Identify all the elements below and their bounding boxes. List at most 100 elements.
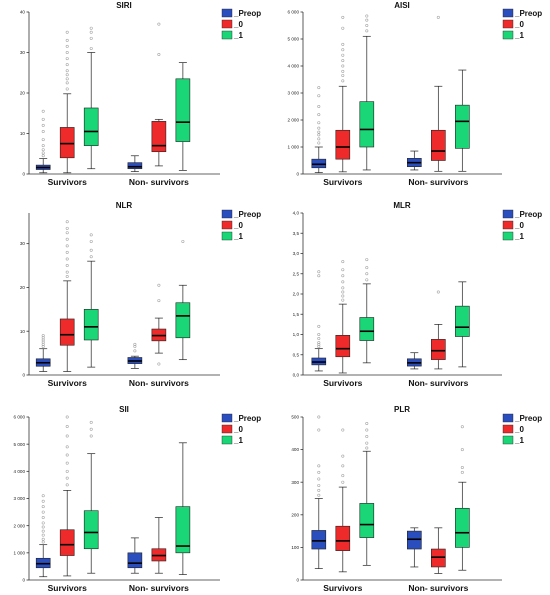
outlier-point (65, 69, 69, 73)
x-category-label: Non- survivors (129, 378, 189, 388)
outlier-point (365, 266, 369, 270)
outlier-point (317, 133, 321, 137)
chart-title: NLR (116, 201, 133, 210)
y-tick-label: 40 (20, 10, 26, 15)
x-category-label: Non- survivors (408, 177, 468, 187)
box-iqr (127, 552, 143, 569)
legend-label: _Preop (233, 210, 261, 219)
y-tick-label: 3,5 (293, 231, 300, 236)
box-preop-non-survivors (407, 527, 422, 568)
x-category-label: Non- survivors (129, 583, 189, 593)
chart-panel-plr: PLR 0 100 200 300 400 500 Survivors Non- survivo… (291, 405, 542, 593)
outlier-point (341, 280, 345, 284)
outlier-point (41, 529, 45, 533)
outlier-point (65, 415, 69, 419)
x-category-label: Survivors (323, 378, 362, 388)
legend-swatch (221, 8, 233, 18)
box-preop-non-survivors (407, 352, 422, 370)
outlier-point (89, 248, 93, 252)
outlier-point (133, 349, 137, 353)
outlier-point (41, 129, 45, 133)
outlier-point (89, 36, 93, 40)
outlier-point (317, 470, 321, 474)
outlier-point (65, 231, 69, 235)
outlier-point (41, 138, 45, 142)
box-0-non-survivors (151, 22, 167, 167)
outlier-point (41, 516, 45, 520)
box-iqr (431, 548, 446, 568)
box-preop-non-survivors (127, 537, 143, 574)
y-tick-label: 3 000 (14, 496, 26, 501)
legend-swatch (502, 413, 514, 423)
y-tick-label: 300 (291, 480, 299, 485)
outlier-point (65, 461, 69, 465)
y-tick-label: 30 (20, 50, 26, 55)
outlier-point (365, 422, 369, 426)
legend-swatch (502, 19, 514, 29)
y-tick-label: 2,5 (293, 271, 300, 276)
box-0-non-survivors (431, 527, 446, 574)
outlier-point (317, 464, 321, 468)
y-tick-label: 4 000 (14, 469, 26, 474)
outlier-point (341, 428, 345, 432)
outlier-point (65, 453, 69, 457)
outlier-point (65, 220, 69, 224)
outlier-point (65, 73, 69, 77)
y-tick-label: 1 000 (14, 550, 26, 555)
y-tick-label: 0 (296, 172, 299, 177)
legend-label: _Preop (514, 414, 542, 423)
chart-panel-siri: SIRI 0 10 20 30 40 Survivors Non- survivors _Pre… (20, 1, 261, 187)
x-category-label: Survivors (323, 177, 362, 187)
outlier-point (41, 151, 45, 155)
box-0-survivors (335, 260, 351, 374)
box-0-non-survivors (151, 517, 167, 574)
outlier-point (365, 258, 369, 262)
outlier-point (341, 480, 345, 484)
box-iqr (359, 503, 375, 538)
outlier-point (317, 113, 321, 117)
box-iqr (359, 317, 375, 341)
outlier-point (460, 448, 464, 452)
outlier-point (89, 26, 93, 30)
y-tick-label: 100 (291, 545, 299, 550)
box-iqr (455, 104, 470, 149)
box-iqr (59, 127, 75, 159)
box-0-non-survivors (431, 290, 446, 370)
outlier-point (89, 420, 93, 424)
legend: _Preop _0 _1 (502, 209, 542, 241)
box-iqr (335, 335, 351, 358)
outlier-point (157, 53, 161, 57)
outlier-point (317, 105, 321, 109)
outlier-point (341, 298, 345, 302)
box-iqr (335, 525, 351, 551)
outlier-point (317, 274, 321, 278)
y-tick-label: 5 000 (288, 37, 300, 42)
outlier-point (317, 345, 321, 349)
outlier-point (365, 435, 369, 439)
chart-panel-mlr: MLR 0,0 0,5 1,0 1,5 2,0 2,5 3,0 3,5 4,0 Survivors N… (293, 201, 543, 388)
chart-title: MLR (393, 201, 411, 210)
legend: _Preop _0 _1 (502, 413, 542, 445)
outlier-point (65, 87, 69, 91)
chart-title: AISI (394, 1, 410, 10)
y-tick-label: 30 (20, 241, 26, 246)
outlier-point (89, 233, 93, 237)
legend: _Preop _0 _1 (502, 8, 542, 40)
box-0-non-survivors (151, 283, 167, 366)
outlier-point (65, 270, 69, 274)
box-iqr (175, 302, 191, 339)
outlier-point (341, 59, 345, 63)
legend-swatch (502, 231, 514, 241)
box-1-non-survivors (175, 442, 191, 575)
box-preop-non-survivors (127, 155, 143, 172)
box-iqr (175, 506, 191, 554)
outlier-point (460, 425, 464, 429)
legend-label: _Preop (233, 414, 261, 423)
box-preop-survivors (311, 415, 327, 569)
y-tick-label: 6 000 (14, 415, 26, 420)
box-1-non-survivors (455, 69, 470, 172)
outlier-point (41, 148, 45, 152)
outlier-point (317, 337, 321, 341)
y-tick-label: 400 (291, 447, 299, 452)
outlier-point (317, 121, 321, 125)
